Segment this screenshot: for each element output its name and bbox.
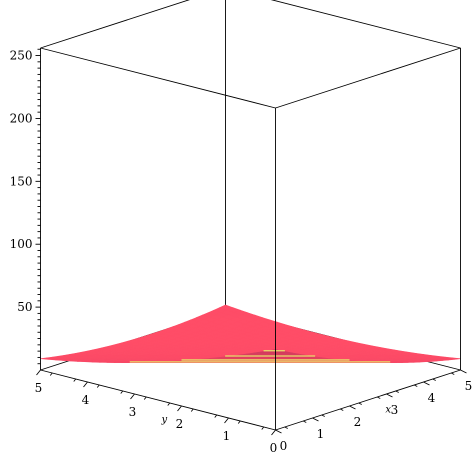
- box-edge-top-x-back: [270, 0, 461, 49]
- x-axis-minor-tick: [284, 426, 288, 429]
- y-axis-minor-tick: [120, 390, 124, 394]
- x-axis-minor-tick: [340, 408, 344, 411]
- y-axis-tick-label: 0: [270, 441, 278, 455]
- x-axis-tick: [349, 405, 356, 410]
- box-front-edges: [40, 0, 461, 431]
- y-axis-tick: [130, 393, 135, 400]
- x-axis-minor-tick: [432, 378, 436, 381]
- y-axis-tick: [36, 369, 41, 376]
- x-axis-minor-tick: [321, 414, 325, 417]
- z-axis-tick-label: 50: [17, 300, 32, 314]
- y-axis-minor-tick: [261, 426, 265, 430]
- x-axis-tick: [386, 393, 393, 398]
- axes: 0 1 2 3 4 5 x 5 4 3 2 1 0 y 50 100 150 200 250: [10, 49, 473, 455]
- y-axis-tick-label: 4: [82, 393, 90, 407]
- box-edge-top-y-front: [40, 47, 276, 109]
- x-axis-minor-tick: [414, 384, 418, 387]
- z-axis-tick-label: 200: [10, 111, 33, 125]
- x-axis-minor-tick: [358, 402, 362, 405]
- y-axis-title: y: [161, 415, 168, 426]
- x-axis-minor-tick: [395, 390, 399, 393]
- x-axis-tick: [312, 417, 319, 422]
- x-axis-minor-tick: [451, 372, 455, 375]
- z-axis-tick-label: 250: [10, 49, 33, 63]
- y-axis-minor-tick: [237, 420, 241, 424]
- box-edge-floor-x-front: [275, 369, 461, 431]
- y-axis-minor-tick: [143, 396, 147, 400]
- y-axis-tick-label: 5: [35, 381, 43, 395]
- y-axis-tick-label: 3: [129, 405, 137, 419]
- y-axis-tick: [224, 417, 229, 424]
- y-axis-minor-tick: [73, 378, 77, 382]
- x-axis-tick-label: 0: [280, 439, 288, 453]
- x-axis-tick: [460, 369, 467, 374]
- box-edge-top-y-back: [40, 0, 190, 49]
- x-axis-tick-label: 2: [354, 415, 362, 429]
- box-edge-top-x-front: [275, 47, 461, 109]
- y-axis-minor-tick: [49, 372, 53, 376]
- x-axis-tick-label: 4: [428, 391, 436, 405]
- surface-mesh: [40, 304, 461, 363]
- y-axis-tick: [271, 429, 276, 436]
- x-axis-tick: [275, 429, 282, 434]
- x-axis-tick-label: 1: [317, 427, 325, 441]
- x-axis-tick-label: 3: [391, 403, 399, 417]
- y-axis-minor-tick: [96, 384, 100, 388]
- x-axis-minor-tick: [377, 396, 381, 399]
- x-axis-tick: [423, 381, 430, 386]
- x-axis-minor-tick: [303, 420, 307, 423]
- x-axis-tick-label: 5: [465, 379, 473, 393]
- y-axis-minor-tick: [214, 414, 218, 418]
- y-axis-minor-tick: [167, 402, 171, 406]
- y-axis-tick: [83, 381, 88, 388]
- x-axis-title: x: [385, 405, 391, 416]
- y-axis-tick-label: 1: [223, 429, 231, 443]
- y-axis-tick: [177, 405, 182, 412]
- y-axis-minor-tick: [190, 408, 194, 412]
- box-edge-floor-y-front: [40, 369, 276, 431]
- z-axis-tick-label: 100: [10, 237, 33, 251]
- contour-lines: [129, 350, 391, 363]
- z-axis-tick-label: 150: [10, 174, 33, 188]
- y-axis-tick-label: 2: [176, 417, 184, 431]
